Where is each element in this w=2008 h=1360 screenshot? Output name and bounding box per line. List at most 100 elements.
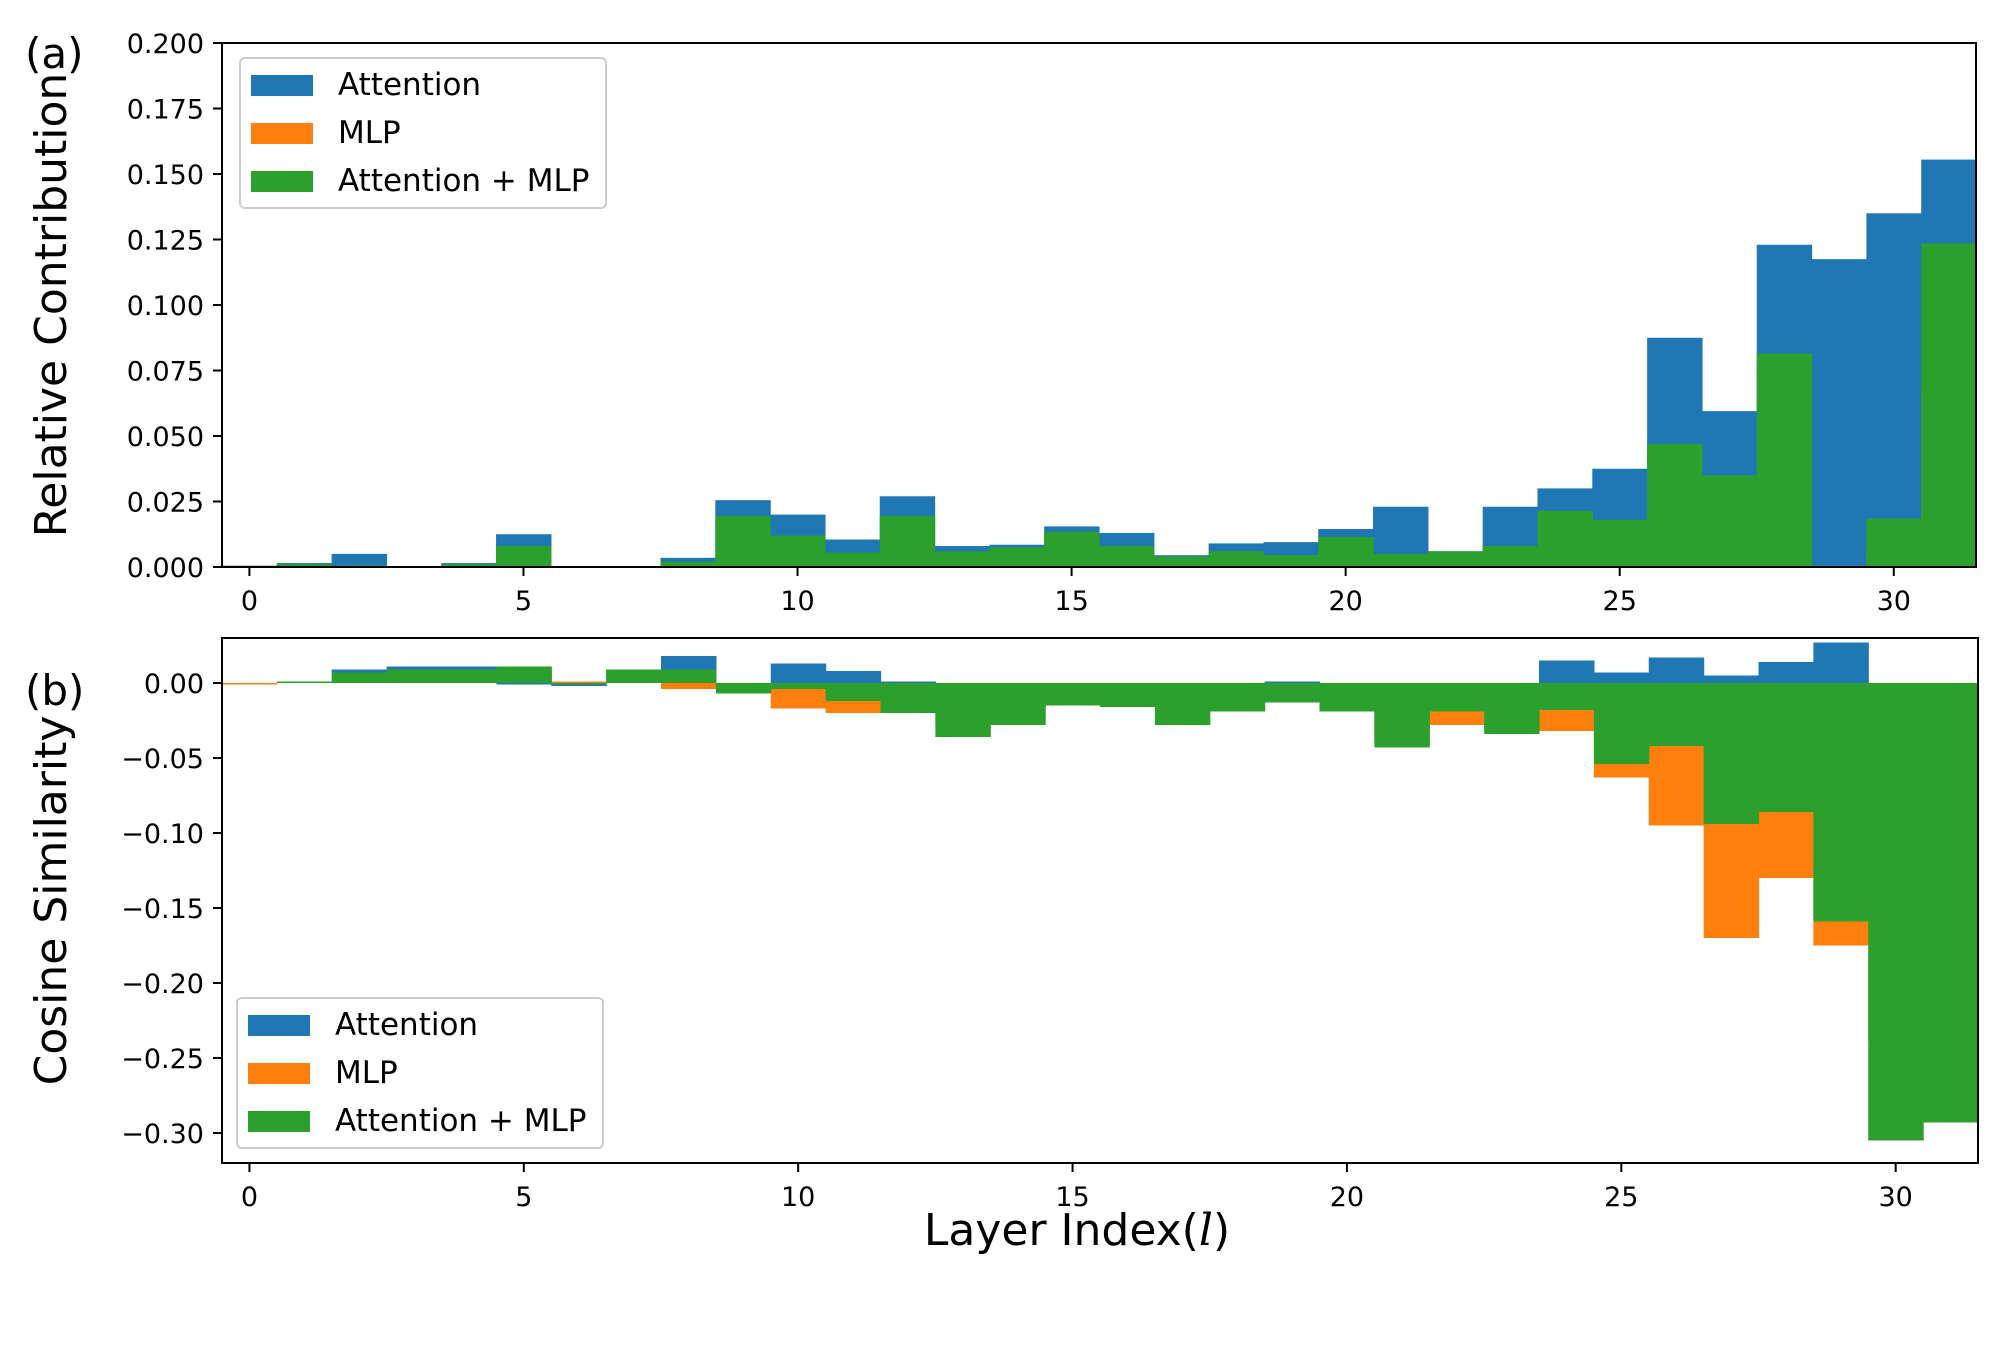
y-tick-label-5: −0.25 [121, 1044, 204, 1075]
bar-both-layer-10 [770, 535, 826, 567]
legend-label-both: Attention + MLP [335, 1103, 586, 1139]
bar-both-layer-12 [880, 683, 936, 713]
y-tick-label-4: 0.100 [127, 291, 204, 322]
x-tick-label-0: 0 [241, 586, 258, 617]
bar-both-layer-20 [1319, 683, 1375, 712]
legend-swatch-both [248, 1111, 310, 1132]
panel-a-bars [222, 159, 1977, 568]
panel-b-ticks: 0 5 10 15 20 25 30 0.00 −0.05 −0.10 −0.15 −0.20 −0.2… [121, 669, 1913, 1213]
legend-label-mlp: MLP [338, 115, 401, 151]
y-tick-label-0: 0.00 [144, 669, 204, 700]
bar-both-layer-23 [1484, 683, 1540, 734]
bar-both-layer-6 [551, 683, 607, 685]
panel-b-legend: Attention MLP Attention + MLP [236, 997, 604, 1149]
bar-attention-layer-12 [880, 681, 936, 683]
x-tick-label-10: 10 [781, 1182, 815, 1213]
bar-both-layer-28 [1756, 353, 1813, 567]
legend-swatch-mlp [251, 123, 313, 144]
x-tick-label-0: 0 [241, 1182, 258, 1213]
bar-mlp-layer-0 [222, 683, 278, 685]
bar-attention-layer-2 [331, 553, 388, 567]
y-tick-label-3: 0.075 [127, 357, 204, 388]
y-tick-label-8: 0.200 [127, 29, 204, 60]
bar-both-layer-16 [1100, 683, 1156, 707]
bar-attention-layer-27 [1703, 675, 1760, 683]
legend-label-mlp: MLP [335, 1055, 398, 1091]
legend-swatch-both [251, 171, 313, 192]
panel-b-label: (b) [25, 666, 84, 715]
y-tick-label-2: −0.10 [121, 819, 204, 850]
bar-attention-layer-28 [1758, 662, 1814, 683]
bar-mlp-layer-8 [661, 683, 717, 689]
x-axis-label-close: ) [1213, 1205, 1230, 1256]
bar-attention-layer-11 [825, 671, 882, 683]
x-tick-label-20: 20 [1330, 1182, 1364, 1213]
bar-both-layer-28 [1758, 683, 1814, 812]
legend-swatch-mlp [248, 1063, 310, 1084]
panel-a-ticks: 0 5 10 15 20 25 30 0.000 0.025 0.050 0.075 0.100 0.1… [127, 29, 1911, 617]
legend-box [239, 57, 607, 209]
bar-both-layer-22 [1429, 683, 1485, 712]
bar-attention-layer-26 [1648, 657, 1705, 683]
bar-both-layer-11 [825, 683, 882, 701]
bar-both-layer-26 [1647, 443, 1703, 567]
legend-label-attention: Attention [335, 1007, 478, 1043]
panel-a-frame [221, 42, 1977, 568]
bar-both-layer-4 [441, 564, 497, 567]
x-tick-label-15: 15 [1054, 586, 1088, 617]
bar-both-layer-8 [660, 561, 716, 567]
y-tick-label-1: −0.05 [121, 744, 204, 775]
x-tick-label-10: 10 [780, 586, 814, 617]
panel-a-legend: Attention MLP Attention + MLP [239, 57, 607, 209]
bar-both-layer-29 [1813, 683, 1869, 922]
x-tick-label-5: 5 [515, 586, 532, 617]
x-axis-label: Layer Index(l) [924, 1205, 1230, 1256]
bar-both-layer-19 [1263, 555, 1319, 567]
bar-attention-layer-30 [1866, 213, 1922, 568]
bar-both-layer-2 [331, 672, 388, 683]
legend-label-attention: Attention [338, 67, 481, 103]
bar-both-layer-7 [606, 669, 662, 683]
y-tick-label-6: −0.30 [121, 1119, 204, 1150]
bar-both-layer-3 [386, 669, 443, 683]
bar-attention-layer-24 [1539, 660, 1595, 683]
x-axis-label-main: Layer Index( [924, 1205, 1199, 1256]
bar-both-layer-26 [1648, 683, 1705, 746]
legend-box [236, 997, 604, 1149]
bar-both-layer-1 [276, 681, 333, 683]
panel-a-y-axis-label: Relative Contribution [26, 73, 77, 538]
bar-both-layer-27 [1703, 683, 1760, 824]
y-tick-label-2: 0.050 [127, 422, 204, 453]
bar-both-layer-21 [1374, 683, 1430, 748]
bar-both-layer-15 [1045, 683, 1101, 706]
bar-both-layer-16 [1099, 546, 1155, 567]
panel-a-relative-contribution: 0 5 10 15 20 25 30 0.000 0.025 0.050 0.075 0.100 0.1… [25, 29, 1977, 617]
bar-attention-layer-19 [1264, 681, 1321, 683]
bar-both-layer-17 [1154, 683, 1211, 725]
bar-both-layer-18 [1208, 551, 1265, 567]
y-tick-label-7: 0.175 [127, 95, 204, 126]
bar-attention-layer-25 [1593, 672, 1650, 683]
x-tick-label-5: 5 [515, 1182, 532, 1213]
x-axis-label-variable: l [1199, 1205, 1213, 1256]
bar-mlp-layer-6 [551, 681, 607, 683]
bar-both-layer-31 [1921, 243, 1977, 567]
x-tick-label-20: 20 [1328, 586, 1362, 617]
bar-both-layer-13 [935, 683, 991, 737]
panel-b-bars [222, 642, 1979, 1141]
y-tick-label-3: −0.15 [121, 894, 204, 925]
bar-both-layer-9 [715, 683, 772, 694]
bar-both-layer-1 [276, 564, 333, 567]
y-tick-label-5: 0.125 [127, 226, 204, 257]
legend-label-both: Attention + MLP [338, 163, 589, 199]
bar-both-layer-23 [1482, 546, 1539, 567]
bar-both-layer-13 [934, 551, 990, 567]
legend-swatch-attention [248, 1015, 310, 1036]
y-tick-label-4: −0.20 [121, 969, 204, 1000]
x-tick-label-30: 30 [1877, 586, 1911, 617]
bar-both-layer-4 [441, 669, 497, 683]
bar-both-layer-8 [661, 669, 717, 683]
bar-both-layer-5 [496, 666, 552, 683]
bar-both-layer-19 [1264, 683, 1321, 703]
